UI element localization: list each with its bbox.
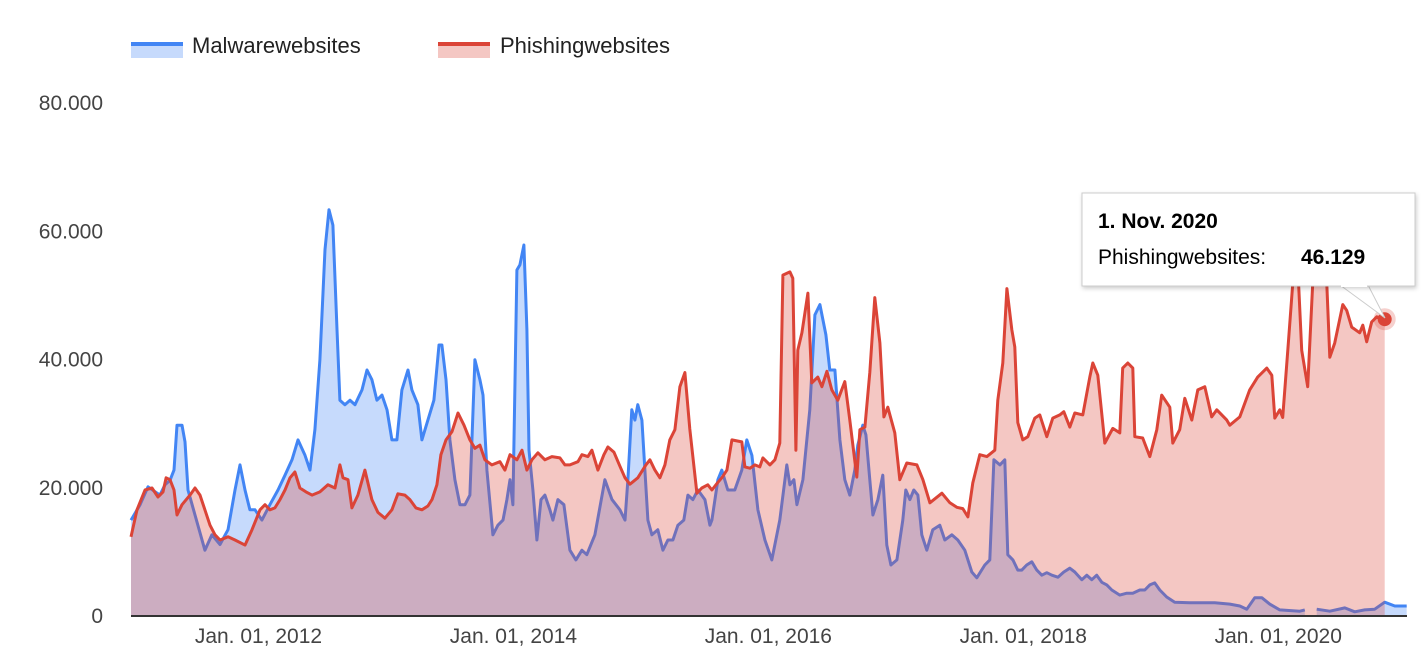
area-fill-malwarewebsites <box>1316 602 1407 615</box>
area-fill-malwarewebsites <box>131 209 1305 615</box>
legend-label-phishing: Phishingwebsites <box>500 33 670 58</box>
y-tick-label: 60.000 <box>39 220 103 243</box>
x-tick-label: Jan. 01, 2020 <box>1215 625 1342 648</box>
series-line-malwarewebsites[interactable] <box>129 208 1306 613</box>
tooltip: 1. Nov. 2020 Phishingwebsites: 46.129 <box>1081 192 1416 319</box>
y-axis: 0 20.000 40.000 60.000 80.000 <box>39 92 103 628</box>
tooltip-pointer-join <box>1341 284 1367 287</box>
legend-label-malware: Malwarewebsites <box>192 33 361 58</box>
area-fill-phishingwebsites <box>131 243 1385 615</box>
tooltip-box <box>1081 192 1416 287</box>
tooltip-series-label: Phishingwebsites: <box>1098 246 1266 269</box>
x-tick-label: Jan. 01, 2018 <box>960 625 1087 648</box>
x-tick-label: Jan. 01, 2012 <box>195 625 322 648</box>
y-tick-label: 20.000 <box>39 477 103 500</box>
series-line-phishingwebsites[interactable] <box>129 241 1386 547</box>
legend-swatch-malware-fill <box>131 44 183 58</box>
plot-area <box>129 208 1407 615</box>
x-tick-label: Jan. 01, 2014 <box>450 625 578 648</box>
series-line-malwarewebsites[interactable] <box>1316 600 1407 614</box>
legend: Malwarewebsites Phishingwebsites <box>131 33 670 58</box>
y-tick-label: 80.000 <box>39 92 103 115</box>
tooltip-date: 1. Nov. 2020 <box>1098 210 1218 233</box>
legend-swatch-phishing-line <box>438 42 490 46</box>
tooltip-value: 46.129 <box>1301 246 1365 269</box>
legend-item-phishing[interactable]: Phishingwebsites <box>438 33 670 58</box>
legend-swatch-phishing-fill <box>438 44 490 58</box>
y-tick-label: 0 <box>91 605 103 628</box>
y-tick-label: 40.000 <box>39 349 103 372</box>
legend-item-malware[interactable]: Malwarewebsites <box>131 33 361 58</box>
legend-swatch-malware-line <box>131 42 183 46</box>
x-tick-label: Jan. 01, 2016 <box>705 625 832 648</box>
x-axis: Jan. 01, 2012 Jan. 01, 2014 Jan. 01, 2016 J… <box>195 625 1342 648</box>
